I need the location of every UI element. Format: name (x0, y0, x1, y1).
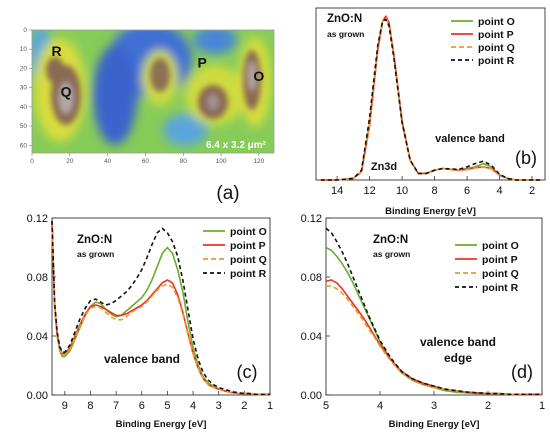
x-tick-label: 4 (190, 400, 196, 412)
sample-condition: as grown (327, 29, 364, 39)
map-scale-label: 6.4 x 3.2 μm² (206, 140, 267, 151)
x-tick-label: 2 (241, 400, 247, 412)
sample-condition: as grown (373, 249, 410, 259)
map-x-tick-label: 40 (104, 158, 112, 165)
legend-label-point-p: point P (482, 254, 518, 266)
map-x-tick-label: 120 (253, 158, 264, 165)
x-tick-label: 10 (396, 185, 408, 197)
panel-a-map: 0 20 40 60 80 100 120 0 10 20 30 40 50 60 R Q P O 6.4 x… (20, 27, 275, 204)
map-y-tick-label: 10 (20, 46, 28, 53)
x-tick-label: 8 (87, 400, 93, 412)
plot-frame (51, 217, 271, 396)
legend-label-point-q: point Q (482, 268, 519, 280)
legend-label-point-q: point Q (478, 42, 515, 54)
panel-b-chart: 14 12 10 8 6 4 2 Binding Energy [eV] ZnO:N as gro… (315, 7, 546, 217)
sample-name: ZnO:N (77, 234, 112, 246)
annotation-zn3d: Zn3d (371, 161, 397, 173)
legend-label-point-p: point P (478, 29, 514, 41)
map-x-tick-label: 80 (180, 158, 188, 165)
legend-label-point-r: point R (230, 268, 267, 280)
x-tick-label: 3 (431, 400, 437, 412)
series-line-point-r (320, 18, 541, 181)
map-y-tick-label: 0 (23, 27, 27, 34)
x-tick-label: 4 (496, 185, 502, 197)
map-y-tick-label: 50 (20, 123, 28, 130)
plot-frame (315, 7, 546, 181)
panel-label: (b) (515, 148, 537, 168)
sample-name: ZnO:N (373, 234, 408, 246)
x-axis-label: Binding Energy [eV] (385, 206, 476, 217)
series-line-point-p (51, 220, 270, 396)
legend-label-point-p: point P (230, 240, 266, 252)
x-tick-label: 7 (113, 400, 119, 412)
x-tick-label: 6 (139, 400, 145, 412)
legend-label-point-o: point O (478, 16, 515, 28)
x-tick-label: 5 (323, 400, 329, 412)
map-marker-o: O (253, 68, 264, 84)
map-x-tick-label: 100 (216, 158, 227, 165)
y-tick-label: 0.04 (301, 331, 322, 343)
sample-name: ZnO:N (327, 13, 362, 25)
annotation-valence-band: valence band (435, 133, 505, 145)
sample-condition: as grown (77, 249, 114, 259)
x-tick-label: 6 (464, 185, 470, 197)
annotation-edge: edge (444, 351, 472, 365)
x-tick-label: 4 (377, 400, 383, 412)
annotation-valence-band: valence band (104, 352, 180, 366)
legend-label-point-o: point O (482, 240, 519, 252)
map-y-tick-label: 40 (20, 104, 28, 111)
map-x-tick-label: 60 (142, 158, 150, 165)
panel-c-chart: 9 8 7 6 5 4 3 2 1 0.00 0.04 0.08 0.12 Binding Energy … (27, 213, 273, 430)
x-tick-label: 9 (62, 400, 68, 412)
legend-label-point-r: point R (478, 55, 515, 67)
legend-label-point-q: point Q (230, 254, 267, 266)
panel-a-label: (a) (216, 183, 239, 204)
x-tick-label: 12 (363, 185, 375, 197)
panel-d-chart: 5 4 3 2 1 0.00 0.04 0.08 0.12 Binding Energy [eV]… (301, 213, 545, 430)
x-tick-label: 2 (529, 185, 535, 197)
series-line-point-r (51, 220, 270, 396)
series-line-point-q (51, 220, 270, 396)
x-tick-label: 1 (539, 400, 545, 412)
x-tick-label: 2 (485, 400, 491, 412)
y-tick-label: 0.04 (27, 331, 48, 343)
annotation-valence-band: valence band (420, 335, 496, 349)
x-axis-label: Binding Energy [eV] (389, 419, 480, 430)
x-tick-label: 14 (331, 185, 343, 197)
panel-label: (d) (511, 362, 533, 382)
x-axis-label: Binding Energy [eV] (116, 419, 207, 430)
map-x-tick-label: 0 (30, 158, 34, 165)
legend-label-point-r: point R (482, 282, 519, 294)
map-y-tick-label: 30 (20, 85, 28, 92)
y-tick-label: 0.12 (27, 213, 48, 225)
y-tick-label: 0.08 (27, 272, 48, 284)
map-image (32, 30, 274, 153)
map-y-tick-label: 20 (20, 65, 28, 72)
series-line-point-r (325, 227, 542, 396)
map-marker-q: Q (61, 84, 72, 100)
map-marker-r: R (52, 43, 62, 59)
map-x-tick-label: 20 (66, 158, 74, 165)
x-tick-label: 3 (216, 400, 222, 412)
y-tick-label: 0.08 (301, 272, 322, 284)
x-tick-label: 8 (431, 185, 437, 197)
y-tick-label: 0.00 (301, 390, 322, 402)
map-y-tick-label: 60 (20, 142, 28, 149)
panel-label: (c) (237, 362, 258, 382)
x-tick-label: 1 (267, 400, 273, 412)
map-marker-p: P (197, 55, 206, 71)
y-tick-label: 0.12 (301, 213, 322, 225)
legend-label-point-o: point O (230, 226, 267, 238)
y-tick-label: 0.00 (27, 390, 48, 402)
x-tick-label: 5 (164, 400, 170, 412)
